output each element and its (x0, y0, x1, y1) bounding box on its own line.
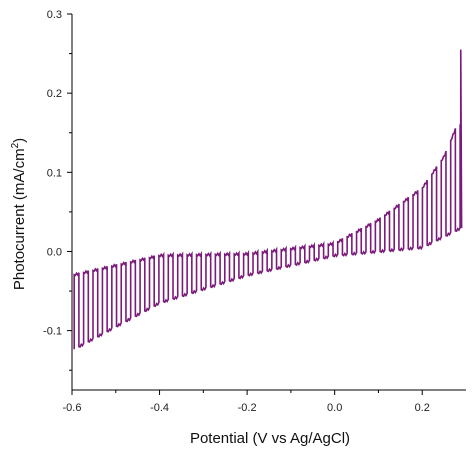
y-tick-label: 0.3 (47, 9, 62, 21)
y-tick-label: -0.1 (43, 326, 62, 338)
x-tick-label: 0.0 (327, 402, 342, 414)
y-axis-label-main: Photocurrent (mA/cm (11, 148, 28, 290)
x-axis-ticks: -0.6 -0.4 -0.2 0.0 0.2 (63, 390, 430, 414)
x-tick-label: -0.4 (150, 402, 169, 414)
y-axis-label-superscript: 2 (10, 142, 21, 148)
y-tick-label: 0.2 (47, 88, 62, 100)
photocurrent-series-line (73, 49, 463, 350)
x-tick-label: -0.6 (63, 402, 82, 414)
x-tick-label: -0.2 (238, 402, 257, 414)
axes (71, 14, 466, 391)
y-tick-label: 0.1 (47, 167, 62, 179)
x-axis-label: Potential (V vs Ag/AgCl) (190, 430, 350, 447)
x-tick-label: 0.2 (415, 402, 430, 414)
y-axis-label-close: ) (11, 138, 28, 143)
y-axis-ticks: -0.1 0.0 0.1 0.2 0.3 (43, 9, 72, 371)
y-axis-label: Photocurrent (mA/cm2) (10, 138, 28, 290)
y-tick-label: 0.0 (47, 246, 62, 258)
